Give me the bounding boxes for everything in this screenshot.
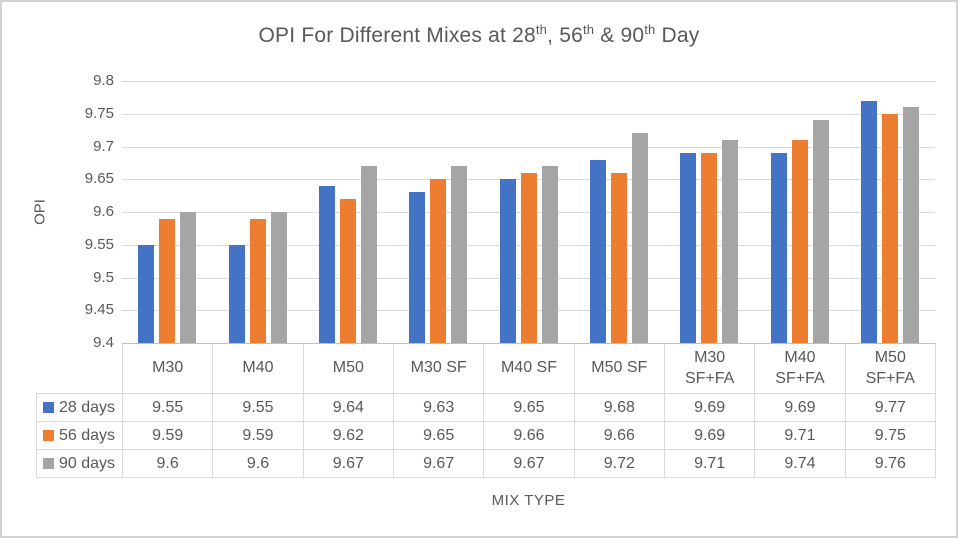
table-value-28-days-m30: 9.55 — [121, 393, 214, 422]
bar-56-days-m40-sf — [521, 173, 537, 343]
legend-swatch-90-days — [43, 457, 54, 469]
y-axis-tick-label: 9.8 — [93, 72, 114, 89]
gridline — [122, 114, 935, 115]
bar-28-days-m40-sf-fa — [771, 153, 787, 343]
series-label-56-days: 56 days — [36, 421, 123, 450]
table-value-28-days-m50-sf-fa: 9.77 — [844, 393, 936, 422]
title-superscript: th — [535, 22, 548, 37]
title-text-segment: OPI For Different Mixes at 28 — [258, 24, 536, 47]
table-value-56-days-m40-sf: 9.66 — [483, 421, 575, 450]
y-axis-tick-label: 9.7 — [93, 138, 114, 155]
data-table: M30 M40 M50 M30 SF M40 SF M50 SF M30 SF+FA M40 … — [36, 343, 936, 478]
table-header-m50-sf: M50 SF — [573, 343, 665, 394]
table-row-28-days: 28 days 9.55 9.55 9.64 9.63 9.65 9.68 9.69 9.69 9… — [36, 393, 936, 422]
table-value-28-days-m40-sf: 9.65 — [483, 393, 575, 422]
bar-90-days-m50 — [361, 166, 377, 343]
bar-28-days-m30-sf-fa — [680, 153, 696, 343]
table-value-90-days-m50: 9.67 — [302, 449, 394, 478]
x-axis-line — [122, 343, 935, 344]
table-value-28-days-m40: 9.55 — [212, 393, 304, 422]
legend-swatch-28-days — [43, 401, 54, 413]
legend-swatch-56-days — [43, 429, 54, 441]
bar-28-days-m30 — [138, 245, 154, 343]
table-value-56-days-m50: 9.62 — [302, 421, 394, 450]
table-value-90-days-m50-sf: 9.72 — [573, 449, 665, 478]
table-value-56-days-m40: 9.59 — [212, 421, 304, 450]
title-superscript: th — [582, 22, 595, 37]
table-header-m40: M40 — [212, 343, 304, 394]
bar-28-days-m50-sf — [590, 160, 606, 343]
y-axis-tick-label: 9.45 — [84, 301, 114, 318]
bar-56-days-m50-sf-fa — [882, 114, 898, 343]
bar-90-days-m40-sf — [542, 166, 558, 343]
table-value-28-days-m30-sf: 9.63 — [392, 393, 485, 422]
table-header-m40-sf: M40 SF — [483, 343, 575, 394]
table-value-56-days-m40-sf-fa: 9.71 — [754, 421, 846, 450]
table-value-90-days-m40: 9.6 — [212, 449, 304, 478]
table-header-m50: M50 — [302, 343, 394, 394]
bar-56-days-m30-sf-fa — [701, 153, 717, 343]
table-header-m40-sf-fa: M40 SF+FA — [754, 343, 846, 394]
bar-28-days-m30-sf — [409, 192, 425, 343]
y-axis-tick-label: 9.6 — [93, 203, 114, 220]
table-header-m30: M30 — [121, 343, 214, 394]
gridline — [122, 81, 935, 82]
title-text-segment: Day — [655, 24, 700, 47]
bar-90-days-m30-sf-fa — [722, 140, 738, 343]
bar-56-days-m50 — [340, 199, 356, 343]
series-label-90-days: 90 days — [36, 449, 123, 478]
table-value-28-days-m40-sf-fa: 9.69 — [754, 393, 846, 422]
table-value-56-days-m50-sf-fa: 9.75 — [844, 421, 936, 450]
y-axis-tick-label: 9.65 — [84, 170, 114, 187]
bar-28-days-m50 — [319, 186, 335, 343]
bar-90-days-m50-sf — [632, 133, 648, 343]
table-value-28-days-m50-sf: 9.68 — [573, 393, 665, 422]
bar-28-days-m50-sf-fa — [861, 101, 877, 343]
table-value-90-days-m30-sf-fa: 9.71 — [663, 449, 756, 478]
title-text-segment: & 90 — [594, 24, 645, 47]
table-value-28-days-m50: 9.64 — [302, 393, 394, 422]
gridline — [122, 147, 935, 148]
table-value-90-days-m50-sf-fa: 9.76 — [844, 449, 936, 478]
table-value-90-days-m30-sf: 9.67 — [392, 449, 485, 478]
table-value-90-days-m40-sf: 9.67 — [483, 449, 575, 478]
bar-90-days-m30 — [180, 212, 196, 343]
table-header-m30-sf-fa: M30 SF+FA — [663, 343, 756, 394]
table-value-56-days-m30-sf: 9.65 — [392, 421, 485, 450]
bar-28-days-m40-sf — [500, 179, 516, 343]
y-axis-tick-label: 9.55 — [84, 236, 114, 253]
y-axis-tick-label: 9.4 — [93, 334, 114, 351]
y-axis-tick-label: 9.5 — [93, 269, 114, 286]
table-value-56-days-m50-sf: 9.66 — [573, 421, 665, 450]
table-header-m50-sf-fa: M50 SF+FA — [844, 343, 936, 394]
y-axis-tick-label: 9.75 — [84, 105, 114, 122]
bar-90-days-m30-sf — [451, 166, 467, 343]
table-value-28-days-m30-sf-fa: 9.69 — [663, 393, 756, 422]
title-text-segment: , 56 — [547, 24, 583, 47]
bar-28-days-m40 — [229, 245, 245, 343]
table-value-90-days-m40-sf-fa: 9.74 — [754, 449, 846, 478]
bar-56-days-m30-sf — [430, 179, 446, 343]
series-label-28-days: 28 days — [36, 393, 123, 422]
table-header-m30-sf: M30 SF — [392, 343, 485, 394]
bar-90-days-m40-sf-fa — [813, 120, 829, 343]
chart-title: OPI For Different Mixes at 28th, 56th & … — [2, 22, 956, 48]
bar-56-days-m40-sf-fa — [792, 140, 808, 343]
table-value-56-days-m30: 9.59 — [121, 421, 214, 450]
bar-56-days-m30 — [159, 219, 175, 343]
bar-56-days-m40 — [250, 219, 266, 343]
x-axis-title: MIX TYPE — [491, 492, 566, 509]
bar-90-days-m40 — [271, 212, 287, 343]
table-row-56-days: 56 days 9.59 9.59 9.62 9.65 9.66 9.66 9.69 9.71 9… — [36, 421, 936, 450]
bar-56-days-m50-sf — [611, 173, 627, 343]
table-row-90-days: 90 days 9.6 9.6 9.67 9.67 9.67 9.72 9.71 9.74 9.7… — [36, 449, 936, 478]
title-superscript: th — [644, 22, 656, 37]
table-value-90-days-m30: 9.6 — [121, 449, 214, 478]
bar-90-days-m50-sf-fa — [903, 107, 919, 343]
table-value-56-days-m30-sf-fa: 9.69 — [663, 421, 756, 450]
